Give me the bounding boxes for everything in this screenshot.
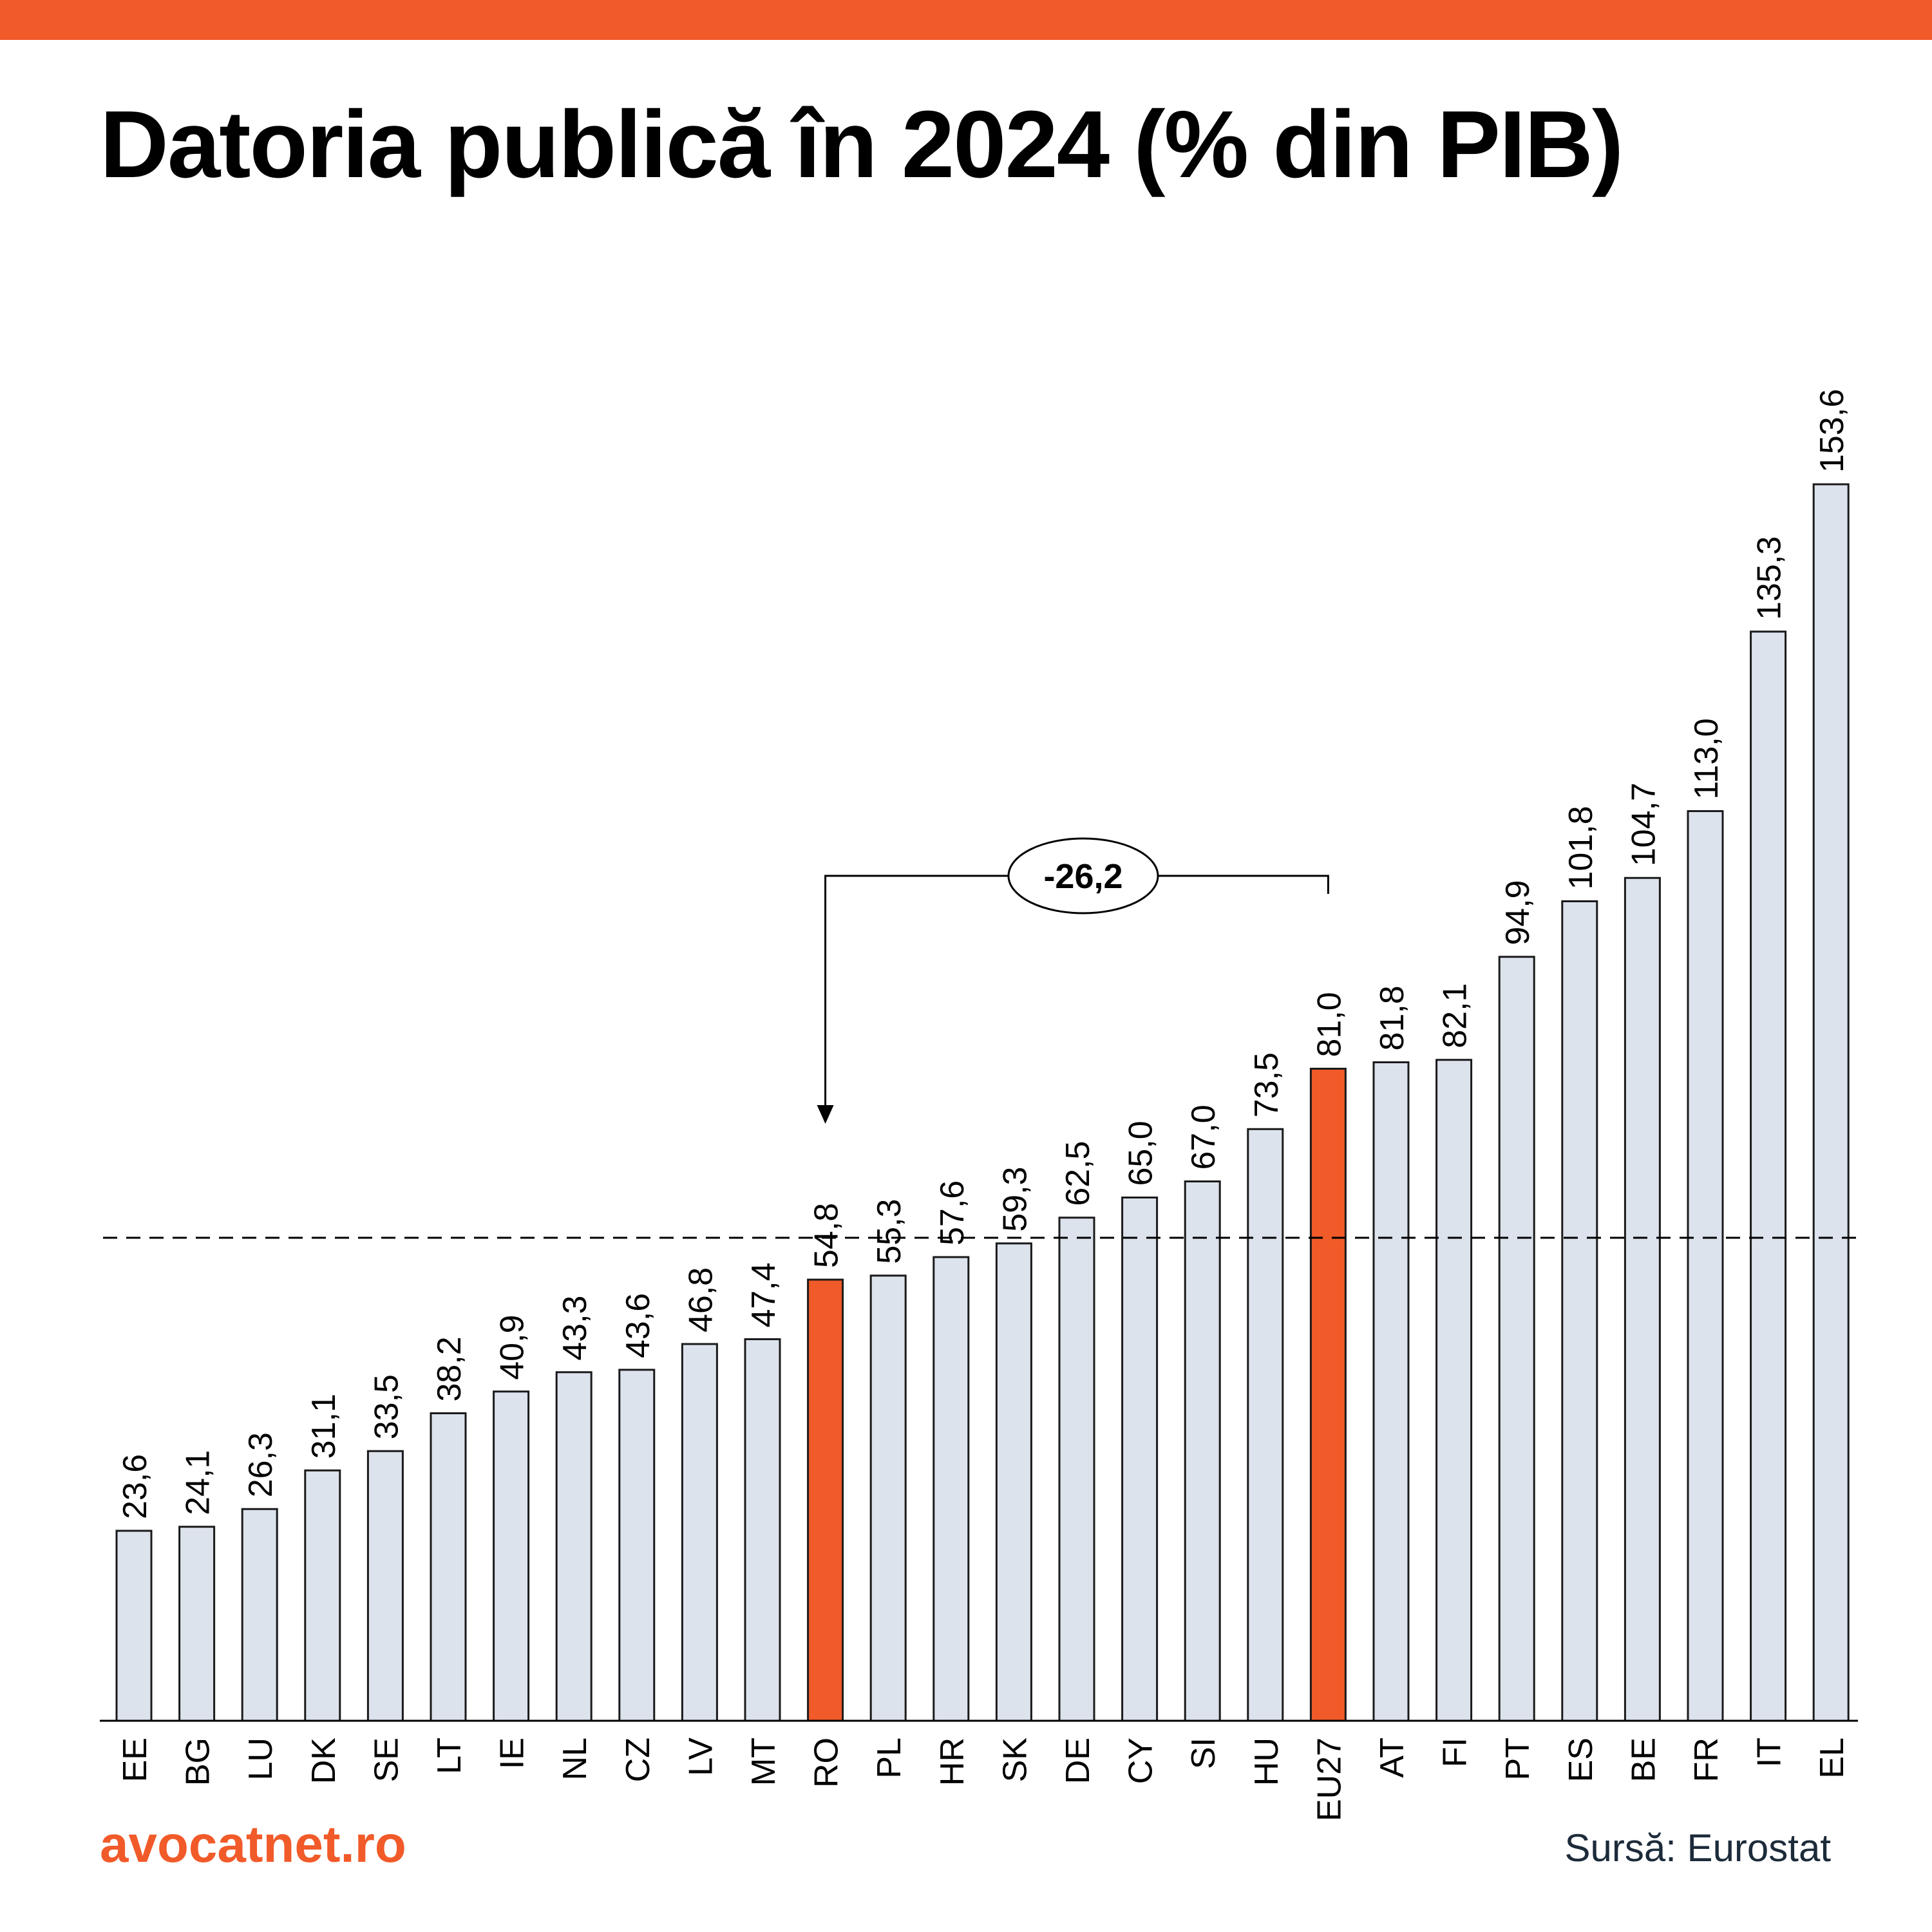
value-label-si: 67,0: [1185, 1104, 1222, 1170]
bar-lu: [241, 1508, 278, 1722]
value-label-cy: 65,0: [1122, 1121, 1160, 1186]
bar-it: [1750, 630, 1787, 1722]
chart-title: Datoria publică în 2024 (% din PIB): [100, 91, 1624, 198]
bar-be: [1624, 876, 1661, 1722]
bar-eu27: [1309, 1068, 1347, 1722]
category-label-sk: SK: [996, 1738, 1034, 1783]
bar-nl: [555, 1371, 592, 1722]
annotation-arrowhead: [817, 1105, 834, 1124]
bar-ro: [807, 1278, 844, 1722]
category-label-fr: FR: [1688, 1738, 1725, 1782]
bar-at: [1372, 1061, 1410, 1722]
category-label-lu: LU: [242, 1738, 279, 1780]
category-label-ie: IE: [494, 1738, 531, 1769]
value-label-fi: 82,1: [1437, 983, 1474, 1048]
value-label-mt: 47,4: [745, 1262, 782, 1327]
value-label-pl: 55,3: [871, 1199, 908, 1264]
category-label-pl: PL: [871, 1738, 908, 1779]
value-label-es: 101,8: [1562, 806, 1600, 889]
value-label-se: 33,5: [368, 1374, 405, 1439]
bar-de: [1058, 1217, 1095, 1722]
value-label-dk: 31,1: [305, 1394, 343, 1459]
category-label-hu: HU: [1248, 1738, 1285, 1786]
category-label-ro: RO: [808, 1738, 846, 1788]
value-label-ro: 54,8: [808, 1203, 846, 1268]
value-label-cz: 43,6: [620, 1293, 657, 1358]
bar-se: [366, 1450, 404, 1722]
bar-dk: [304, 1469, 341, 1722]
category-label-nl: NL: [556, 1738, 594, 1780]
bar-pl: [869, 1274, 907, 1722]
value-label-hr: 57,6: [934, 1180, 971, 1245]
bar-ee: [115, 1530, 153, 1722]
value-label-pt: 94,9: [1499, 880, 1537, 945]
bar-ie: [493, 1390, 530, 1722]
annotation-label: -26,2: [1043, 857, 1122, 896]
value-label-eu27: 81,0: [1311, 992, 1348, 1057]
source-note: Sursă: Eurostat: [1564, 1826, 1831, 1870]
value-label-nl: 43,3: [556, 1296, 594, 1361]
bar-el: [1812, 483, 1850, 1722]
category-label-lt: LT: [431, 1738, 468, 1774]
bar-fi: [1435, 1059, 1473, 1722]
category-label-se: SE: [368, 1738, 405, 1782]
value-label-sk: 59,3: [996, 1167, 1034, 1232]
category-label-mt: MT: [745, 1738, 782, 1786]
value-label-de: 62,5: [1059, 1141, 1097, 1206]
value-label-lv: 46,8: [682, 1267, 719, 1332]
bar-sk: [995, 1242, 1032, 1722]
bar-cz: [618, 1368, 656, 1722]
bar-si: [1184, 1180, 1221, 1722]
category-label-lv: LV: [682, 1738, 719, 1776]
category-label-cz: CZ: [620, 1738, 657, 1782]
value-label-ie: 40,9: [494, 1315, 531, 1380]
category-label-ee: EE: [117, 1738, 154, 1782]
bar-pt: [1498, 956, 1535, 1722]
value-label-lu: 26,3: [242, 1432, 279, 1497]
value-label-bg: 24,1: [180, 1450, 217, 1515]
value-label-it: 135,3: [1751, 536, 1788, 620]
brand-logo-text[interactable]: avocatnet.ro: [100, 1815, 406, 1873]
bar-cy: [1121, 1197, 1159, 1722]
category-label-at: AT: [1374, 1738, 1411, 1778]
category-label-dk: DK: [305, 1738, 343, 1785]
category-label-fi: FI: [1437, 1738, 1474, 1767]
category-label-bg: BG: [180, 1738, 217, 1786]
bar-lv: [681, 1343, 718, 1722]
category-label-es: ES: [1562, 1738, 1600, 1782]
annotation-ellipse: [1007, 837, 1159, 914]
value-label-ee: 23,6: [117, 1454, 154, 1519]
value-label-hu: 73,5: [1248, 1052, 1285, 1117]
category-label-pt: PT: [1499, 1738, 1537, 1780]
category-label-cy: CY: [1122, 1738, 1160, 1784]
category-label-be: BE: [1625, 1738, 1662, 1782]
category-label-el: EL: [1814, 1738, 1851, 1779]
category-label-eu27: EU27: [1311, 1738, 1348, 1821]
bar-hu: [1247, 1128, 1284, 1722]
value-label-fr: 113,0: [1688, 718, 1725, 799]
top-accent-bar: [0, 0, 1932, 40]
bar-fr: [1687, 810, 1724, 1722]
value-label-lt: 38,2: [431, 1336, 468, 1401]
bar-mt: [744, 1338, 781, 1722]
category-label-de: DE: [1059, 1738, 1097, 1784]
category-label-hr: HR: [934, 1738, 971, 1786]
value-label-el: 153,6: [1814, 389, 1851, 473]
bar-hr: [933, 1256, 970, 1722]
value-label-at: 81,8: [1374, 985, 1411, 1050]
category-label-si: SI: [1185, 1738, 1222, 1769]
value-label-be: 104,7: [1625, 782, 1662, 866]
category-label-it: IT: [1751, 1738, 1788, 1767]
bar-lt: [430, 1412, 467, 1722]
bar-es: [1561, 900, 1598, 1722]
bar-bg: [178, 1526, 216, 1722]
